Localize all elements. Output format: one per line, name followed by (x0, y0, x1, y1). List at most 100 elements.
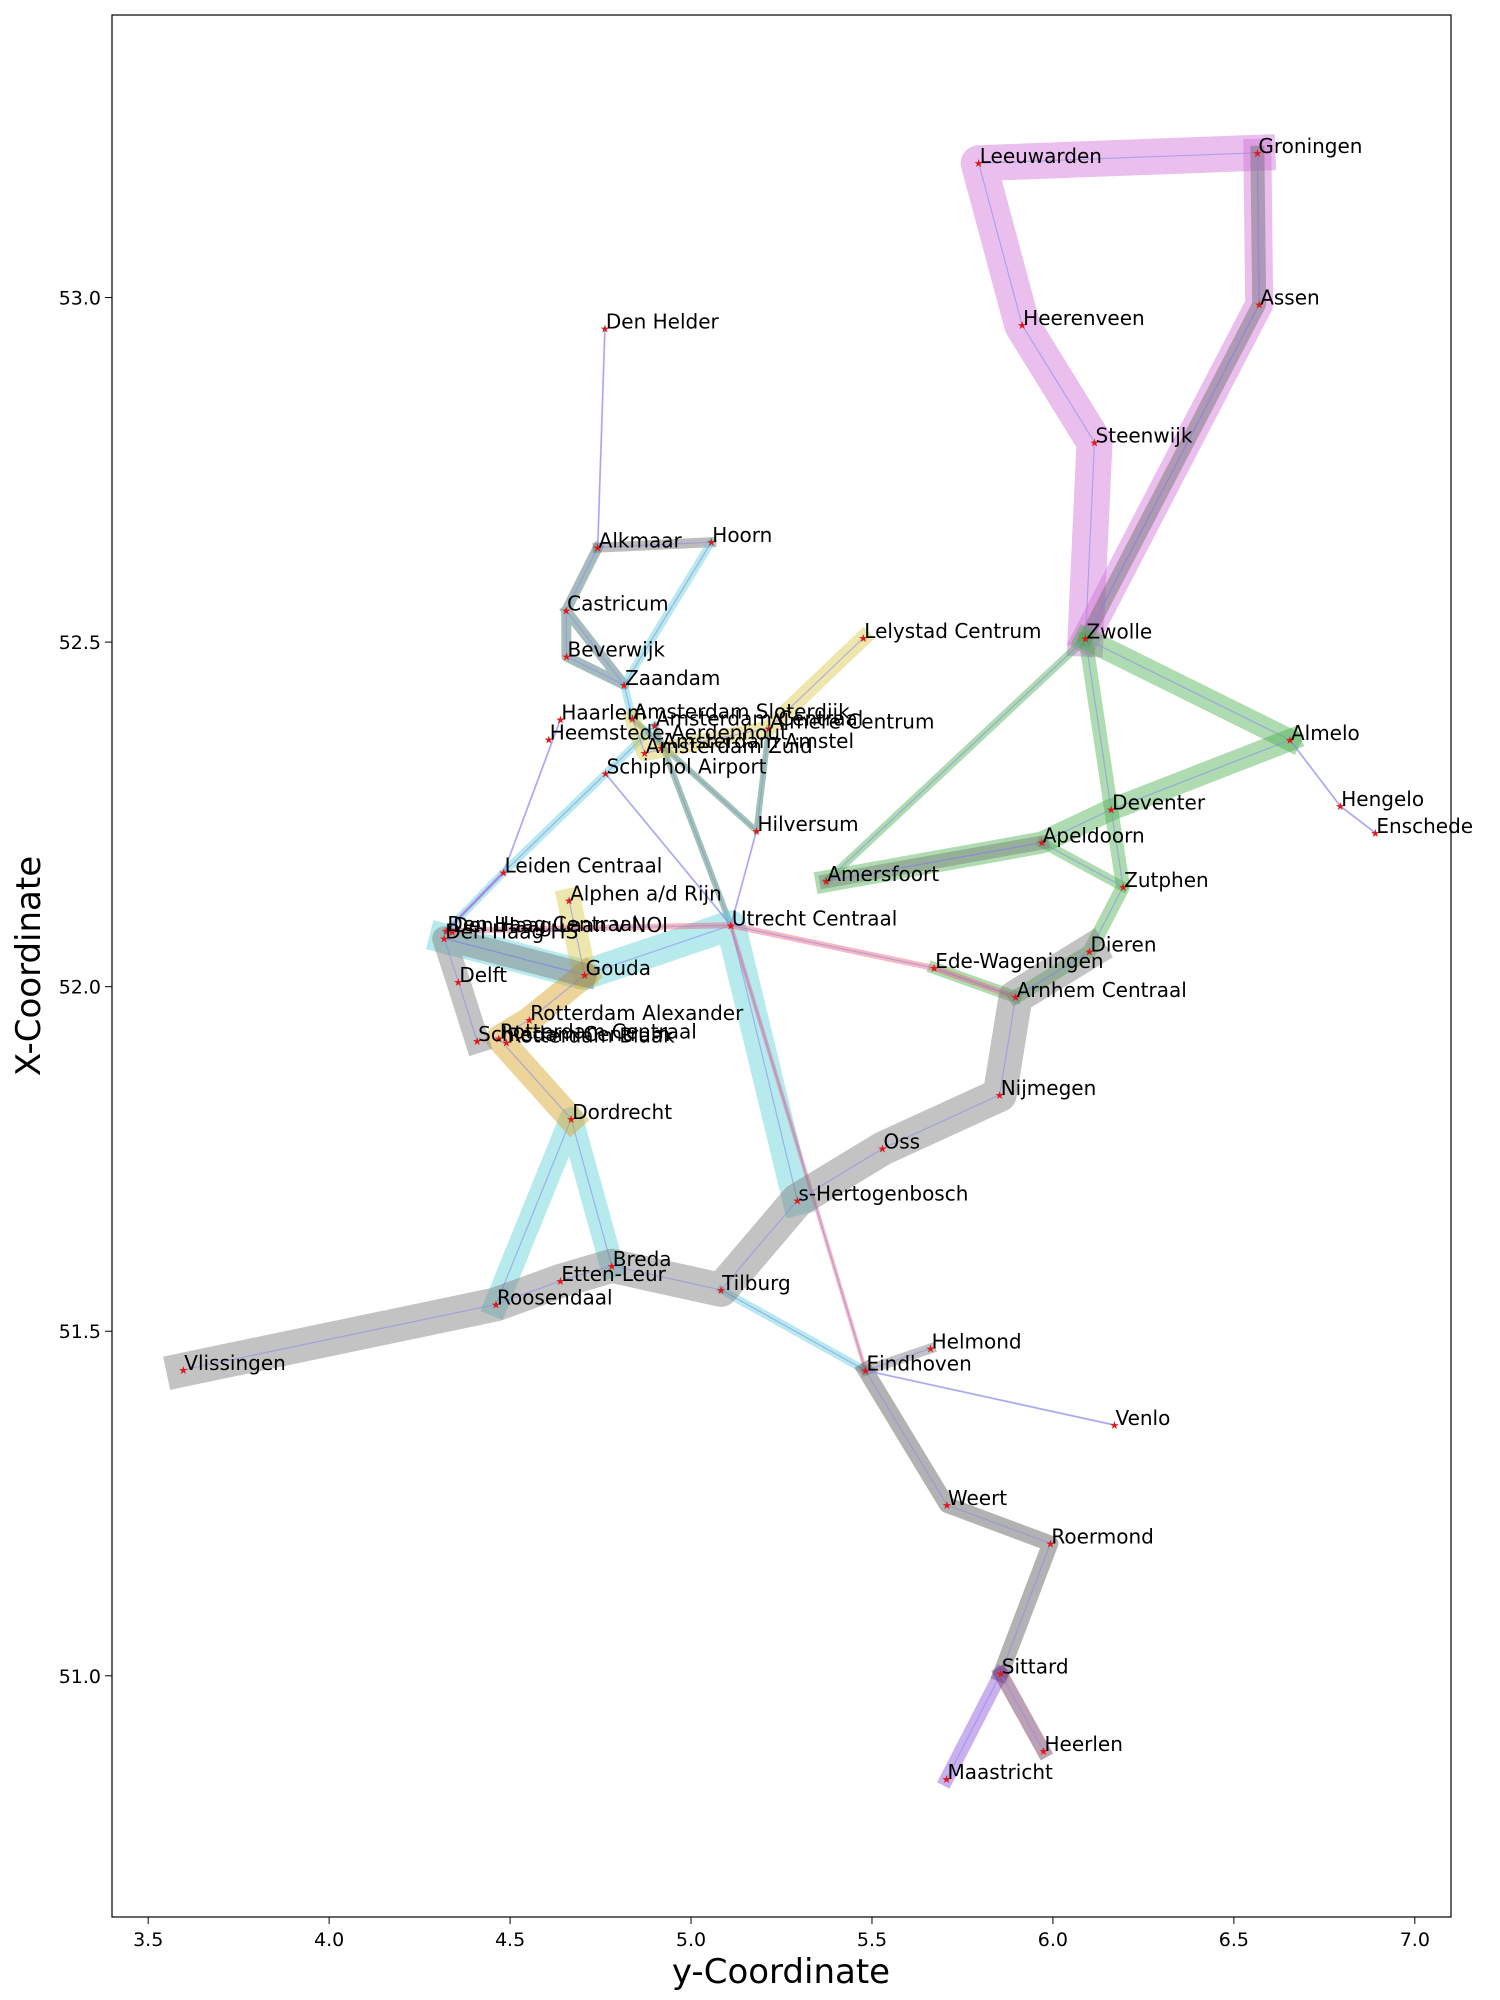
station-label: Enschede (1376, 814, 1473, 838)
station-marker: ★ (1110, 1419, 1120, 1432)
station-label: Eindhoven (866, 1352, 971, 1376)
station-marker: ★ (1252, 147, 1262, 160)
station-marker: ★ (706, 536, 716, 549)
route-centerline-35 (445, 871, 505, 932)
route-centerline-18 (568, 900, 586, 976)
station-label: Amersfoort (827, 862, 939, 886)
x-tick-label: 5.5 (857, 1929, 887, 1951)
route-band-13 (620, 536, 717, 724)
station-marker: ★ (716, 1284, 726, 1297)
station-label: Rotterdam Blaak (507, 1023, 675, 1047)
station-labels: Groningen Leeuwarden Assen Den Helder Heeren… (184, 134, 1473, 1784)
station-label: Apeldoorn (1043, 824, 1145, 848)
station-marker: ★ (1335, 800, 1345, 813)
station-label: Roermond (1051, 1524, 1154, 1548)
route-centerline-27 (865, 1347, 931, 1372)
route-centerline-7 (1041, 842, 1124, 888)
station-marker: ★ (607, 1260, 617, 1273)
station-marker: ★ (619, 679, 629, 692)
station-marker: ★ (878, 1143, 888, 1156)
station-label: Dordrecht (572, 1100, 672, 1124)
station-marker: ★ (764, 722, 774, 735)
route-centerline-21 (443, 937, 585, 1042)
station-marker: ★ (650, 719, 660, 732)
y-tick-label: 51.0 (59, 1666, 101, 1688)
station-marker: ★ (494, 1032, 504, 1045)
station-label: Sittard (1002, 1655, 1069, 1679)
station-marker: ★ (441, 925, 451, 938)
station-label: Heerlen (1045, 1732, 1123, 1756)
x-axis-ticks: 3.5 4.0 4.5 5.0 5.5 6.0 6.5 7.0 (133, 1917, 1430, 1951)
station-marker: ★ (861, 1365, 871, 1378)
route-centerline-30 (597, 328, 606, 548)
station-label: Weert (948, 1486, 1007, 1510)
x-tick-label: 5.0 (676, 1929, 706, 1951)
station-label: Groningen (1258, 134, 1362, 158)
station-marker: ★ (726, 919, 736, 932)
station-label: Beverwijk (568, 638, 666, 662)
station-label: Gouda (586, 956, 651, 980)
station-label: Deventer (1112, 791, 1206, 815)
x-tick-label: 6.5 (1219, 1929, 1249, 1951)
station-label: Lelystad Centrum (864, 619, 1041, 643)
station-label: Ede-Wageningen (935, 949, 1103, 973)
station-label: Almere Centrum (770, 709, 935, 733)
station-marker: ★ (453, 976, 463, 989)
plot-frame (111, 14, 1452, 1918)
station-label: Nijmegen (1001, 1076, 1097, 1100)
station-label: Dieren (1090, 933, 1156, 957)
route-band-11 (559, 540, 630, 690)
station-marker: ★ (821, 875, 831, 888)
station-label: Hengelo (1341, 787, 1424, 811)
station-marker: ★ (640, 747, 650, 760)
x-tick-label: 4.0 (314, 1929, 344, 1951)
station-label: Almelo (1291, 721, 1360, 745)
station-marker: ★ (561, 604, 571, 617)
station-label: Leiden Centraal (505, 853, 663, 877)
station-label: Den Haag HS (445, 919, 578, 943)
station-label: Assen (1260, 285, 1320, 309)
station-marker: ★ (929, 962, 939, 975)
station-marker: ★ (502, 1036, 512, 1049)
station-marker: ★ (1370, 827, 1380, 840)
x-tick-label: 6.0 (1038, 1929, 1068, 1951)
route-centerline-28 (945, 1673, 1002, 1780)
station-marker: ★ (1011, 991, 1021, 1004)
station-label: Schiphol Airport (607, 755, 767, 779)
x-axis-label: y-Coordinate (672, 1952, 890, 1992)
y-tick-label: 52.0 (59, 977, 101, 999)
station-marker: ★ (601, 768, 611, 781)
station-marker: ★ (752, 825, 762, 838)
route-centerline-22 (446, 924, 1016, 998)
route-centerline-20 (497, 974, 585, 1120)
station-label: Oss (883, 1130, 920, 1154)
station-marker: ★ (499, 866, 509, 879)
station-marker: ★ (858, 632, 868, 645)
station-label: Helmond (932, 1329, 1022, 1353)
station-marker: ★ (1045, 1537, 1055, 1550)
station-marker: ★ (1254, 298, 1264, 311)
route-centerline-2 (1084, 152, 1260, 639)
route-lines (163, 134, 1377, 1789)
station-marker: ★ (995, 1089, 1005, 1102)
route-centerline-10 (654, 725, 732, 926)
station-label: Den Haag Laan v NOI (453, 913, 668, 937)
station-label: Hoorn (712, 523, 772, 547)
station-marker: ★ (580, 969, 590, 982)
route-centerline-25 (826, 842, 1042, 882)
route-centerline-23 (730, 925, 867, 1371)
station-label: Heemstede-Aerdenhout (550, 720, 788, 744)
station-label: Arnhem Centraal (1017, 978, 1187, 1002)
station-marker: ★ (1081, 633, 1091, 646)
station-marker: ★ (942, 1773, 952, 1786)
station-label: Roosendaal (497, 1285, 613, 1309)
station-marker: ★ (555, 1275, 565, 1288)
route-centerline-24 (183, 950, 1090, 1371)
y-tick-label: 53.0 (59, 288, 101, 310)
station-marker: ★ (996, 1668, 1006, 1681)
station-marker: ★ (544, 733, 554, 746)
station-label: Rotterdam Alexander (530, 1001, 744, 1025)
station-label: Amsterdam Sloterdijk (633, 700, 850, 724)
station-label: Alkmaar (599, 529, 683, 553)
route-centerline-26 (864, 1370, 1052, 1674)
